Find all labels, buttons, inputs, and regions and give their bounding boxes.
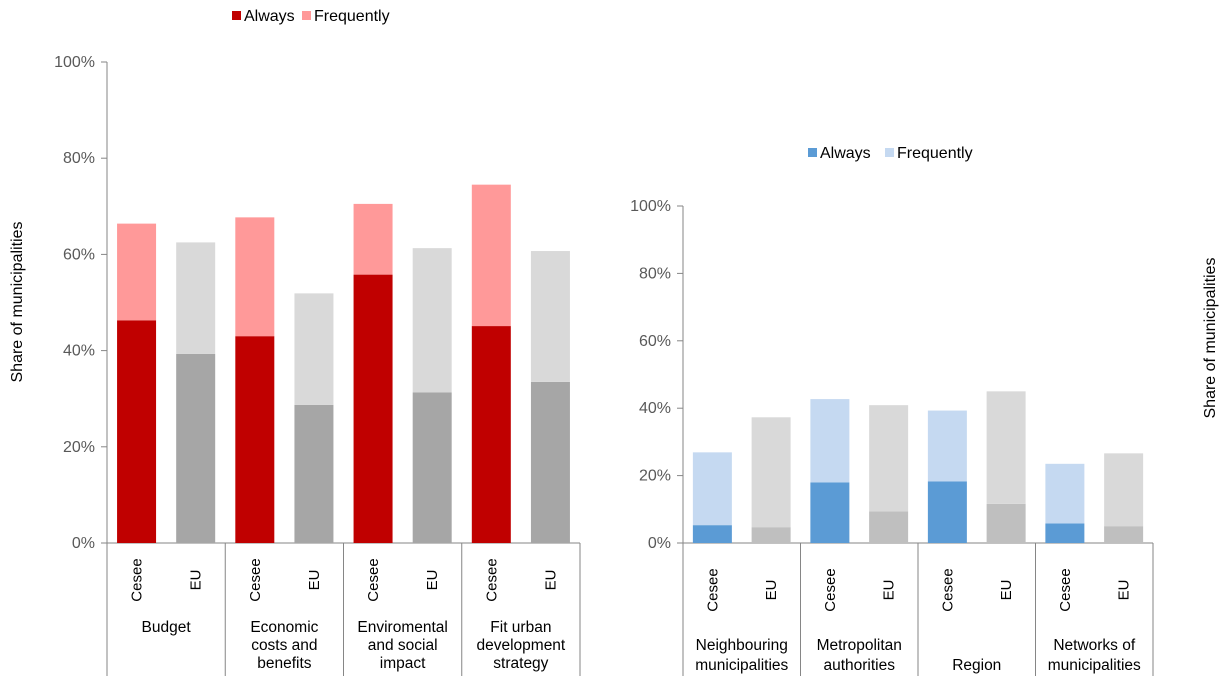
left-chart: 0% 20% 40% 60% 80% 100% Share of municipalitie…: [9, 8, 581, 676]
bar-always: [1104, 526, 1144, 543]
x-group-label: authorities: [823, 657, 895, 674]
x-category-label: Cesee: [939, 568, 956, 611]
y-tick-label: 80%: [63, 150, 95, 167]
bar-always: [810, 482, 850, 543]
x-category-label: EU: [998, 580, 1015, 601]
x-group-label: benefits: [257, 655, 312, 672]
bar-always: [1045, 523, 1085, 543]
x-group-label: Networks of: [1053, 637, 1136, 654]
bar-always: [117, 320, 157, 543]
y-tick-label: 20%: [63, 439, 95, 456]
y-axis-title: Share of municipalities: [1202, 258, 1219, 419]
right-chart: 0% 20% 40% 60% 80% 100% Share of municipalitie…: [630, 145, 1219, 676]
y-tick-label: 40%: [63, 343, 95, 360]
bar-always: [235, 336, 275, 543]
x-category-label: Cesee: [483, 558, 500, 601]
bar-always: [927, 481, 967, 543]
bar-always: [294, 404, 334, 543]
legend-swatch: [302, 11, 311, 20]
bar-frequently: [530, 251, 570, 382]
x-group-label: Region: [952, 657, 1001, 674]
y-tick-label: 100%: [54, 54, 95, 71]
x-category-label: Cesee: [247, 558, 264, 601]
x-category-label: EU: [881, 580, 898, 601]
bar-always: [176, 353, 216, 543]
bar-always: [986, 503, 1026, 543]
bar-frequently: [692, 452, 732, 526]
bar-frequently: [235, 217, 275, 337]
bar-always: [353, 274, 393, 543]
bar-always: [471, 326, 511, 543]
bar-frequently: [117, 223, 157, 321]
x-group-label: municipalities: [1048, 657, 1141, 674]
bar-frequently: [353, 203, 393, 275]
legend-swatch: [232, 11, 241, 20]
legend-swatch: [885, 148, 894, 157]
bar-always: [751, 527, 791, 543]
bar-frequently: [176, 242, 216, 354]
y-tick-label: 60%: [63, 246, 95, 263]
bar-frequently: [751, 417, 791, 528]
bar-frequently: [927, 410, 967, 482]
x-group-label: Neighbouring: [696, 637, 788, 654]
x-category-label: Cesee: [1057, 568, 1074, 611]
x-group-label: Budget: [142, 619, 192, 636]
x-category-label: EU: [306, 570, 323, 591]
x-category-label: EU: [1116, 580, 1133, 601]
x-group-label: costs and: [251, 637, 317, 654]
x-group-label: Metropolitan: [817, 637, 902, 654]
x-group-label: Fit urban: [490, 619, 551, 636]
y-tick-label: 0%: [648, 535, 671, 552]
legend-label: Frequently: [897, 145, 973, 162]
y-tick-label: 100%: [630, 198, 671, 215]
bar-frequently: [471, 184, 511, 327]
x-category-label: EU: [188, 570, 205, 591]
bar-frequently: [294, 293, 334, 405]
x-category-label: EU: [763, 580, 780, 601]
bar-frequently: [810, 399, 850, 483]
x-group-label: Economic: [250, 619, 318, 636]
x-category-label: Cesee: [704, 568, 721, 611]
bar-always: [530, 381, 570, 543]
bar-frequently: [412, 248, 452, 393]
y-tick-label: 0%: [72, 535, 95, 552]
bar-frequently: [986, 391, 1026, 504]
x-group-label: Enviromental: [357, 619, 447, 636]
y-tick-label: 80%: [639, 265, 671, 282]
bar-frequently: [1104, 453, 1144, 527]
x-category-label: Cesee: [822, 568, 839, 611]
bar-frequently: [1045, 463, 1085, 524]
legend-label: Always: [244, 8, 295, 25]
x-group-label: impact: [380, 655, 426, 672]
x-group-label: strategy: [493, 655, 548, 672]
legend-label: Frequently: [314, 8, 390, 25]
legend-swatch: [808, 148, 817, 157]
bar-always: [692, 525, 732, 543]
bar-always: [412, 392, 452, 543]
x-category-label: EU: [542, 570, 559, 591]
bar-frequently: [869, 405, 909, 512]
x-group-label: and social: [368, 637, 438, 654]
legend-label: Always: [820, 145, 871, 162]
y-tick-label: 20%: [639, 468, 671, 485]
y-axis-title: Share of municipalities: [9, 222, 26, 383]
y-tick-label: 40%: [639, 400, 671, 417]
x-group-label: development: [476, 637, 565, 654]
x-category-label: Cesee: [365, 558, 382, 601]
bar-always: [869, 511, 909, 543]
x-category-label: Cesee: [129, 558, 146, 601]
x-category-label: EU: [424, 570, 441, 591]
y-tick-label: 60%: [639, 333, 671, 350]
x-group-label: municipalities: [695, 657, 788, 674]
